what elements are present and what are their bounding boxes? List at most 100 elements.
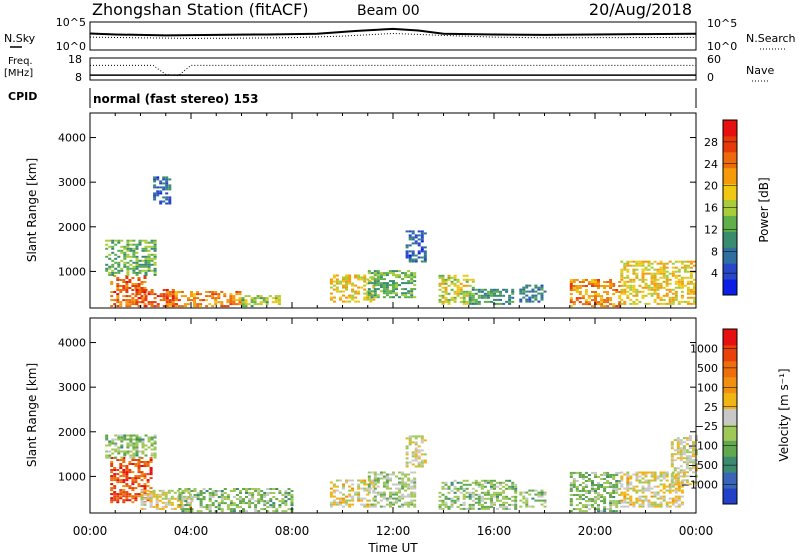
range-gate-cell	[511, 499, 515, 502]
range-gate-cell	[411, 230, 415, 233]
range-gate-cell	[165, 293, 169, 296]
range-gate-cell	[395, 475, 398, 478]
range-gate-cell	[128, 495, 132, 498]
range-gate-cell	[277, 303, 281, 306]
range-gate-cell	[351, 294, 355, 297]
range-gate-cell	[274, 295, 278, 298]
range-gate-cell	[569, 285, 573, 287]
range-gate-cell	[414, 236, 418, 239]
range-gate-cell	[135, 243, 139, 246]
range-gate-cell	[603, 498, 607, 501]
range-gate-cell	[626, 489, 630, 492]
range-gate-cell	[360, 479, 364, 482]
range-gate-cell	[401, 493, 405, 496]
range-gate-cell	[465, 300, 469, 303]
range-gate-cell	[413, 483, 417, 486]
range-gate-cell	[641, 473, 645, 476]
range-gate-cell	[342, 483, 345, 486]
range-gate-cell	[471, 481, 475, 484]
range-gate-cell	[141, 450, 145, 453]
range-gate-cell	[417, 457, 421, 460]
range-gate-cell	[156, 192, 160, 195]
range-gate-cell	[626, 274, 630, 277]
range-gate-cell	[131, 301, 135, 304]
range-gate-cell	[120, 249, 124, 252]
range-gate-cell	[689, 272, 693, 275]
range-gate-cell	[626, 280, 630, 283]
range-gate-cell	[272, 510, 276, 513]
range-gate-cell	[232, 504, 236, 507]
range-gate-cell	[569, 297, 573, 300]
range-gate-cell	[632, 290, 636, 293]
range-gate-cell	[181, 508, 185, 511]
range-gate-cell	[671, 497, 675, 500]
range-gate-cell	[369, 300, 373, 303]
range-gate-cell	[287, 508, 291, 511]
range-gate-cell	[531, 497, 535, 500]
range-gate-cell	[411, 242, 415, 245]
range-gate-cell	[638, 505, 642, 508]
colorbar-segment	[723, 279, 737, 296]
freq-right-tick-bottom: 0	[707, 71, 714, 84]
range-gate-cell	[398, 481, 401, 484]
range-gate-cell	[674, 260, 678, 263]
range-gate-cell	[410, 499, 414, 502]
range-gate-cell	[211, 492, 215, 494]
range-gate-cell	[385, 282, 389, 285]
range-gate-cell	[123, 434, 127, 437]
range-gate-cell	[647, 288, 651, 291]
range-gate-cell	[108, 253, 112, 256]
range-gate-cell	[680, 491, 684, 494]
range-gate-cell	[584, 476, 588, 478]
range-gate-cell	[150, 241, 154, 244]
range-gate-cell	[420, 437, 424, 440]
range-gate-cell	[456, 286, 460, 289]
range-gate-cell	[444, 298, 448, 301]
range-gate-cell	[354, 493, 358, 496]
range-gate-cell	[597, 508, 600, 511]
range-gate-cell	[392, 491, 395, 494]
range-gate-cell	[584, 490, 588, 492]
range-gate-cell	[134, 499, 138, 502]
range-gate-cell	[606, 508, 610, 511]
range-gate-cell	[110, 479, 114, 482]
range-gate-cell	[132, 239, 136, 242]
range-gate-cell	[462, 479, 466, 482]
range-gate-cell	[572, 301, 576, 304]
range-gate-cell	[410, 493, 414, 496]
range-gate-cell	[522, 501, 526, 504]
range-gate-cell	[438, 499, 442, 502]
range-gate-cell	[144, 297, 148, 300]
range-gate-cell	[405, 445, 409, 448]
range-gate-cell	[674, 282, 678, 285]
colorbar-tick-label: 12	[704, 223, 718, 236]
range-gate-cell	[404, 483, 408, 486]
range-gate-cell	[248, 500, 252, 503]
range-gate-cell	[128, 305, 132, 308]
range-gate-cell	[395, 274, 398, 277]
range-gate-cell	[683, 264, 687, 267]
range-gate-cell	[407, 503, 411, 506]
range-gate-cell	[447, 292, 451, 295]
range-gate-cell	[229, 295, 233, 298]
range-gate-cell	[686, 302, 690, 305]
range-gate-cell	[335, 290, 339, 293]
range-gate-cell	[572, 289, 576, 291]
range-gate-cell	[594, 492, 597, 494]
range-gate-cell	[632, 278, 636, 281]
range-gate-cell	[411, 441, 415, 444]
range-gate-cell	[392, 503, 395, 506]
range-gate-cell	[140, 501, 144, 504]
range-gate-cell	[345, 286, 348, 289]
range-gate-cell	[105, 434, 109, 437]
range-gate-cell	[410, 278, 414, 281]
range-gate-cell	[245, 510, 248, 513]
range-gate-cell	[620, 288, 624, 291]
range-gate-cell	[141, 438, 145, 441]
range-gate-cell	[156, 303, 160, 306]
range-gate-cell	[486, 481, 490, 484]
range-gate-cell	[244, 299, 248, 302]
range-gate-cell	[626, 284, 630, 287]
range-gate-cell	[140, 297, 144, 300]
range-gate-cell	[441, 481, 445, 484]
